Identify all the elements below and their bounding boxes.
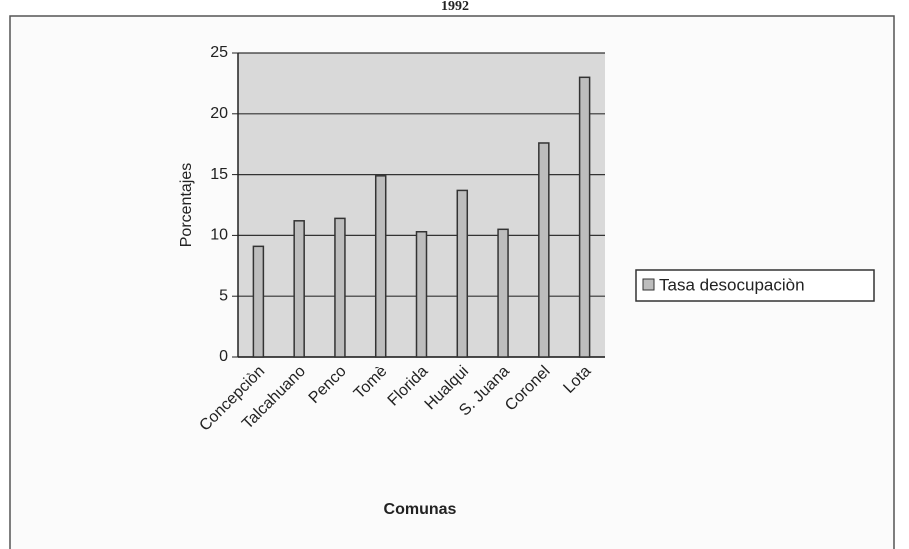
bar — [456, 189, 469, 358]
y-axis-label: Porcentajes — [178, 163, 195, 248]
legend-box — [635, 269, 875, 302]
x-axis-label: Comunas — [384, 501, 457, 518]
legend-label: Tasa desocupaciòn — [659, 275, 805, 294]
chart-title: 1992 — [441, 0, 469, 14]
bar — [538, 142, 550, 358]
bar — [293, 220, 305, 358]
y-tick-label: 5 — [219, 287, 228, 304]
y-tick-label: 15 — [210, 166, 228, 183]
y-tick-label: 25 — [210, 44, 228, 61]
bar — [334, 217, 346, 358]
bar — [374, 175, 387, 358]
bar — [578, 76, 591, 358]
y-tick-label: 0 — [219, 348, 228, 365]
bar — [415, 231, 428, 358]
bar — [252, 245, 265, 358]
legend-swatch — [642, 278, 655, 291]
y-tick-label: 20 — [210, 105, 228, 122]
bar — [497, 228, 509, 358]
y-tick-label: 10 — [210, 227, 228, 244]
